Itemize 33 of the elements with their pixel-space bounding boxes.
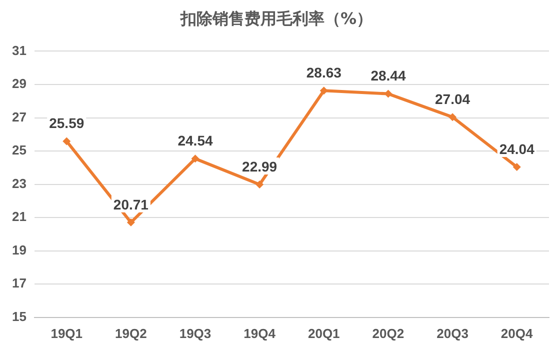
point — [512, 162, 521, 171]
x-tick-label: 20Q4 — [500, 326, 534, 341]
data-label: 24.54 — [178, 132, 213, 149]
point — [448, 113, 457, 122]
point — [126, 218, 135, 226]
y-tick-label: 23 — [12, 176, 26, 191]
y-tick-label: 25 — [12, 142, 26, 158]
y-tick-label: 19 — [12, 242, 26, 258]
x-tick-label: 19Q3 — [179, 326, 212, 341]
data-label: 28.44 — [370, 68, 406, 84]
y-tick-label: 29 — [12, 76, 26, 92]
x-tick-label: 20Q2 — [372, 326, 404, 341]
y-tick-label: 31 — [12, 42, 26, 58]
data-label: 20.71 — [113, 196, 149, 212]
y-tick-label: 17 — [12, 276, 26, 291]
x-tick-label: 19Q1 — [50, 326, 83, 341]
x-tick-label: 19Q4 — [244, 326, 276, 341]
data-label: 28.63 — [306, 64, 342, 80]
data-label: 22.99 — [242, 158, 278, 174]
point — [191, 154, 200, 163]
data-label: 25.59 — [49, 115, 84, 132]
point — [320, 86, 328, 95]
data-label: 24.04 — [499, 140, 535, 157]
x-tick-label: 20Q3 — [436, 326, 468, 341]
data-label: 27.04 — [435, 90, 470, 107]
y-tick-label: 21 — [12, 209, 26, 224]
x-tick-label: 19Q2 — [115, 326, 147, 341]
chart-title: 扣除销售费用毛利率（%） — [179, 8, 373, 28]
y-tick-label: 27 — [12, 109, 26, 124]
y-tick-label: 15 — [12, 308, 26, 324]
x-tick-label: 20Q1 — [308, 326, 340, 341]
point — [62, 137, 71, 146]
point — [256, 180, 264, 188]
